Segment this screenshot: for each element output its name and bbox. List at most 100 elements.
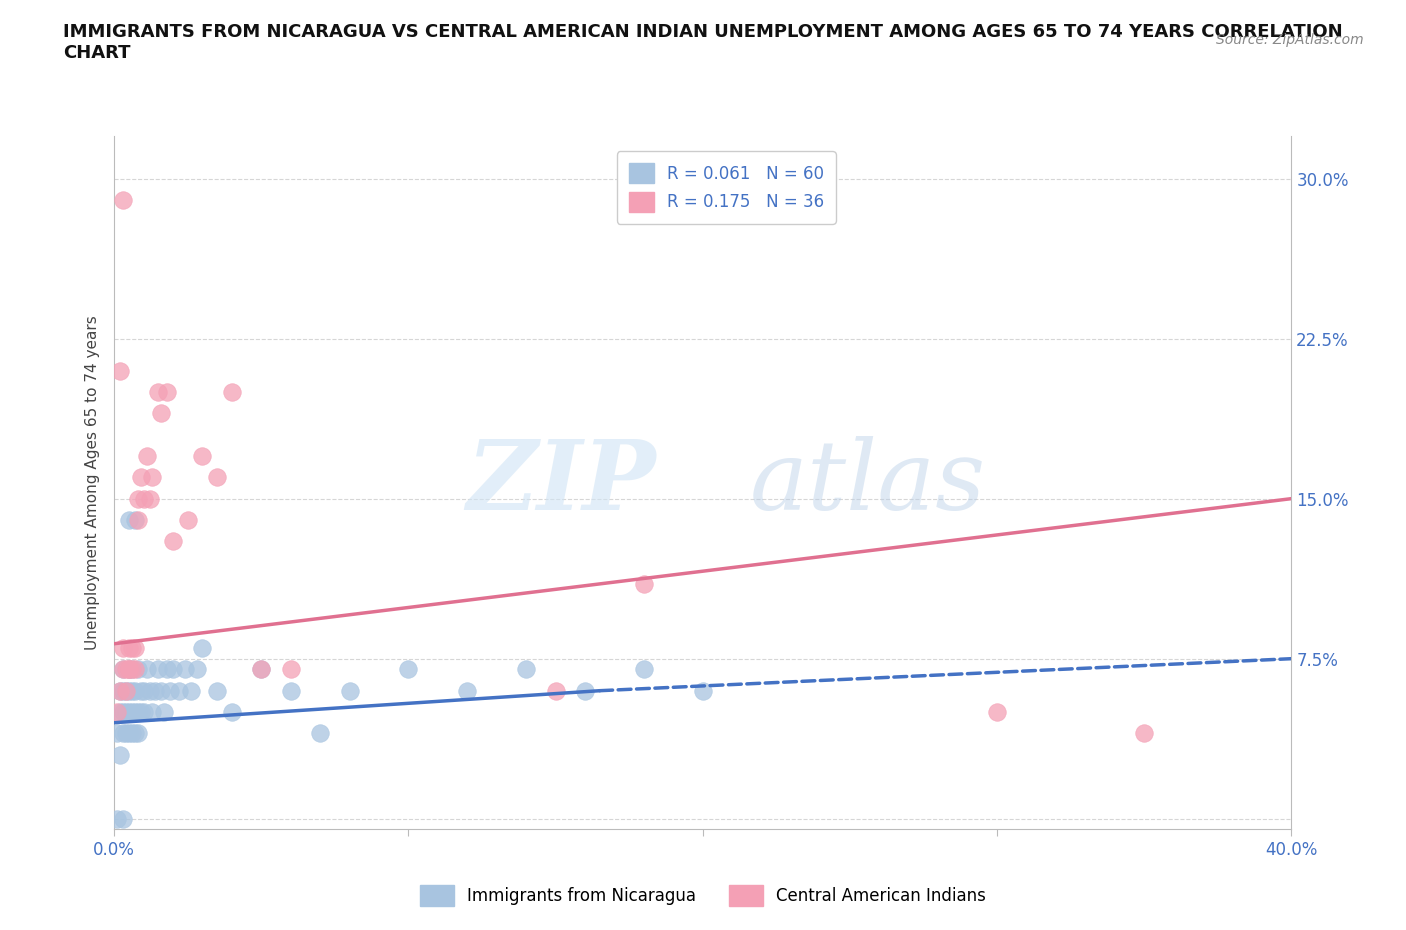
- Point: [118, 662, 141, 677]
- Point: [121, 662, 143, 677]
- Point: [309, 726, 332, 741]
- Point: [145, 684, 167, 698]
- Point: [148, 662, 170, 677]
- Point: [124, 705, 146, 720]
- Point: [121, 726, 143, 741]
- Point: [205, 470, 228, 485]
- Point: [127, 662, 149, 677]
- Point: [159, 684, 181, 698]
- Point: [127, 512, 149, 527]
- Point: [124, 641, 146, 656]
- Point: [186, 662, 208, 677]
- Point: [121, 662, 143, 677]
- Point: [124, 726, 146, 741]
- Point: [205, 684, 228, 698]
- Point: [173, 662, 195, 677]
- Point: [138, 684, 160, 698]
- Point: [544, 684, 567, 698]
- Point: [129, 684, 152, 698]
- Point: [115, 662, 138, 677]
- Point: [118, 662, 141, 677]
- Point: [111, 726, 134, 741]
- Y-axis label: Unemployment Among Ages 65 to 74 years: Unemployment Among Ages 65 to 74 years: [86, 315, 100, 650]
- Point: [138, 491, 160, 506]
- Point: [633, 577, 655, 591]
- Point: [156, 384, 179, 399]
- Point: [118, 684, 141, 698]
- Point: [124, 512, 146, 527]
- Point: [121, 641, 143, 656]
- Point: [121, 684, 143, 698]
- Text: atlas: atlas: [749, 435, 986, 530]
- Point: [148, 384, 170, 399]
- Point: [111, 193, 134, 207]
- Point: [180, 684, 202, 698]
- Point: [398, 662, 420, 677]
- Point: [118, 512, 141, 527]
- Point: [250, 662, 273, 677]
- Point: [127, 491, 149, 506]
- Point: [111, 662, 134, 677]
- Point: [221, 384, 243, 399]
- Point: [105, 705, 128, 720]
- Legend: Immigrants from Nicaragua, Central American Indians: Immigrants from Nicaragua, Central Ameri…: [413, 879, 993, 912]
- Point: [124, 684, 146, 698]
- Point: [105, 726, 128, 741]
- Point: [132, 705, 155, 720]
- Point: [108, 705, 131, 720]
- Point: [118, 641, 141, 656]
- Point: [191, 641, 214, 656]
- Point: [141, 705, 163, 720]
- Point: [633, 662, 655, 677]
- Point: [280, 684, 302, 698]
- Point: [150, 684, 173, 698]
- Point: [132, 491, 155, 506]
- Point: [111, 641, 134, 656]
- Point: [129, 705, 152, 720]
- Point: [111, 705, 134, 720]
- Point: [121, 705, 143, 720]
- Text: IMMIGRANTS FROM NICARAGUA VS CENTRAL AMERICAN INDIAN UNEMPLOYMENT AMONG AGES 65 : IMMIGRANTS FROM NICARAGUA VS CENTRAL AME…: [63, 23, 1343, 62]
- Point: [108, 684, 131, 698]
- Point: [105, 811, 128, 826]
- Legend: R = 0.061   N = 60, R = 0.175   N = 36: R = 0.061 N = 60, R = 0.175 N = 36: [617, 152, 835, 223]
- Text: ZIP: ZIP: [465, 435, 655, 530]
- Point: [118, 662, 141, 677]
- Point: [456, 684, 478, 698]
- Point: [111, 684, 134, 698]
- Point: [339, 684, 361, 698]
- Point: [132, 684, 155, 698]
- Point: [162, 662, 184, 677]
- Point: [156, 662, 179, 677]
- Point: [150, 405, 173, 420]
- Point: [141, 470, 163, 485]
- Point: [115, 684, 138, 698]
- Point: [111, 811, 134, 826]
- Point: [135, 448, 157, 463]
- Point: [111, 662, 134, 677]
- Point: [692, 684, 714, 698]
- Point: [153, 705, 176, 720]
- Point: [574, 684, 596, 698]
- Point: [115, 726, 138, 741]
- Point: [108, 364, 131, 379]
- Point: [162, 534, 184, 549]
- Point: [129, 470, 152, 485]
- Point: [280, 662, 302, 677]
- Point: [177, 512, 200, 527]
- Point: [118, 705, 141, 720]
- Point: [115, 705, 138, 720]
- Point: [250, 662, 273, 677]
- Point: [118, 726, 141, 741]
- Point: [986, 705, 1008, 720]
- Point: [191, 448, 214, 463]
- Point: [221, 705, 243, 720]
- Point: [127, 705, 149, 720]
- Point: [124, 662, 146, 677]
- Point: [167, 684, 190, 698]
- Point: [115, 684, 138, 698]
- Point: [515, 662, 537, 677]
- Point: [1133, 726, 1156, 741]
- Text: Source: ZipAtlas.com: Source: ZipAtlas.com: [1216, 33, 1364, 46]
- Point: [135, 662, 157, 677]
